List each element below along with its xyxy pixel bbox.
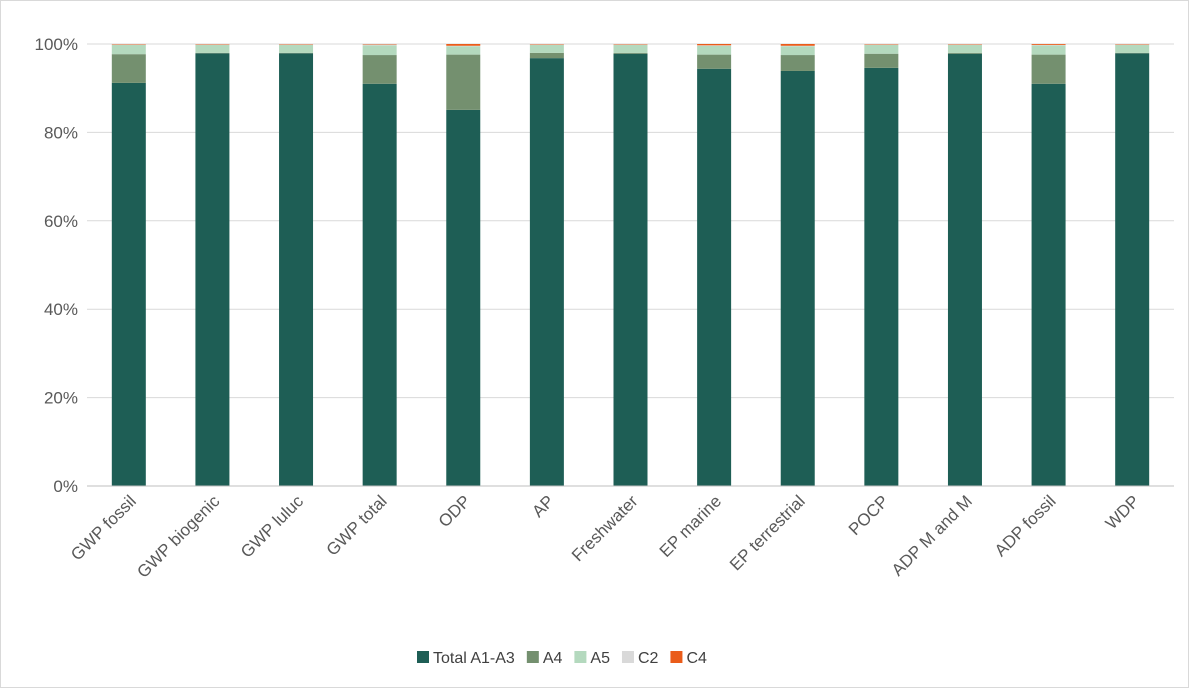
bar-segment-total-a1-a3-wdp (1115, 53, 1149, 486)
bar-segment-a5-ep-marine (697, 46, 731, 55)
bar-segment-total-a1-a3-pocp (864, 68, 898, 486)
bar-segment-a5-adp-fossil (1032, 45, 1066, 54)
legend-label: Total A1-A3 (433, 650, 515, 667)
bar-segment-a5-ep-terrestrial (781, 46, 815, 55)
bar-segment-a5-gwp-luluc (279, 45, 313, 53)
y-tick-label: 80% (44, 123, 78, 142)
bar-segment-total-a1-a3-ap (530, 58, 564, 486)
bar-segment-total-a1-a3-gwp-biogenic (195, 53, 229, 486)
bar-segment-a4-freshwater (614, 53, 648, 54)
bar-segment-total-a1-a3-freshwater (614, 54, 648, 486)
bar-segment-c4-adp-fossil (1032, 44, 1066, 45)
legend-label: C2 (638, 650, 659, 667)
bar-segment-total-a1-a3-gwp-total (363, 84, 397, 486)
x-tick-label: GWP biogenic (133, 491, 223, 581)
bar-segment-total-a1-a3-gwp-fossil (112, 83, 146, 486)
x-tick-label: GWP total (323, 492, 391, 560)
y-tick-label: 100% (35, 35, 78, 54)
x-tick-label: POCP (845, 492, 893, 540)
bar-segment-a5-gwp-biogenic (195, 45, 229, 53)
bar-segment-c4-ep-marine (697, 44, 731, 45)
bar-segment-a5-gwp-fossil (112, 45, 146, 54)
bar-segment-a4-odp (446, 55, 480, 110)
legend-label: A5 (590, 650, 610, 667)
x-tick-label: GWP luluc (237, 491, 307, 561)
x-tick-label: AP (528, 492, 557, 521)
x-tick-label: Freshwater (568, 491, 642, 565)
bar-segment-a5-pocp (864, 45, 898, 54)
bar-segment-a4-ap (530, 53, 564, 58)
y-tick-label: 20% (44, 389, 78, 408)
bar-segment-a4-ep-terrestrial (781, 55, 815, 71)
bar-segment-total-a1-a3-adp-m-and-m (948, 54, 982, 486)
bar-segment-a5-wdp (1115, 45, 1149, 53)
bar-segment-a4-adp-m-and-m (948, 53, 982, 54)
bar-segment-c2-gwp-total (363, 44, 397, 45)
legend: Total A1-A3 A4 A5 C2 C4 (417, 650, 707, 667)
x-tick-label: ADP M and M (888, 492, 976, 580)
bar-segment-c4-ep-terrestrial (781, 44, 815, 46)
bar-segment-a5-odp (446, 46, 480, 54)
bars (112, 44, 1149, 486)
bar-segment-total-a1-a3-adp-fossil (1032, 84, 1066, 486)
bar-segment-a5-freshwater (614, 45, 648, 53)
x-tick-label: WDP (1102, 492, 1143, 533)
y-tick-label: 60% (44, 212, 78, 231)
bar-segment-a5-adp-m-and-m (948, 45, 982, 53)
legend-label: A4 (543, 650, 563, 667)
x-tick-label: GWP fossil (67, 492, 140, 565)
bar-segment-a4-adp-fossil (1032, 55, 1066, 84)
bar-segment-a5-ap (530, 45, 564, 53)
legend-swatch (622, 651, 634, 663)
x-tick-label: EP marine (656, 492, 725, 561)
bar-segment-a4-gwp-total (363, 55, 397, 84)
x-tick-label: ODP (435, 492, 474, 531)
bar-segment-total-a1-a3-gwp-luluc (279, 53, 313, 486)
y-tick-label: 0% (53, 477, 78, 496)
bar-segment-total-a1-a3-ep-terrestrial (781, 71, 815, 486)
legend-swatch (527, 651, 539, 663)
y-tick-label: 40% (44, 300, 78, 319)
bar-segment-a4-gwp-fossil (112, 54, 146, 83)
bar-segment-total-a1-a3-ep-marine (697, 69, 731, 486)
x-tick-label: ADP fossil (991, 492, 1060, 561)
legend-swatch (417, 651, 429, 663)
x-tick-label: EP terrestrial (726, 492, 809, 575)
bar-segment-c4-odp (446, 44, 480, 46)
legend-swatch (670, 651, 682, 663)
legend-label: C4 (686, 650, 707, 667)
legend-swatch (574, 651, 586, 663)
bar-segment-a5-gwp-total (363, 45, 397, 55)
bar-segment-a4-ep-marine (697, 55, 731, 69)
bar-segment-total-a1-a3-odp (446, 110, 480, 486)
bar-segment-a4-pocp (864, 54, 898, 68)
